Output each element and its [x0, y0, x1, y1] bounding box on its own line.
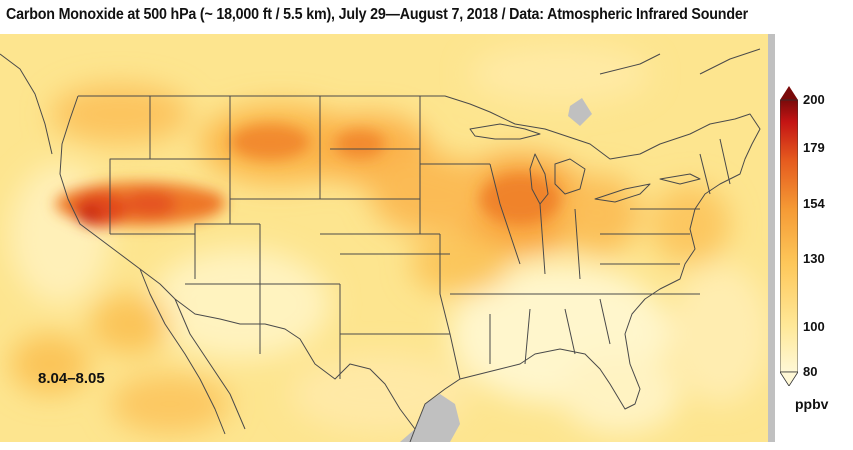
colorbar-max-triangle: [780, 86, 798, 100]
colorbar: [780, 86, 798, 386]
colorbar-unit-label: ppbv: [795, 396, 829, 412]
map-borders: [0, 48, 761, 442]
colorbar-tick-label: 100: [803, 318, 825, 334]
missing-data-patch: [568, 98, 592, 126]
colorbar-gradient: [780, 99, 798, 373]
colorbar-tick-label: 154: [803, 196, 825, 212]
missing-data-strip: [768, 34, 775, 442]
colorbar-tick-label: 80: [803, 364, 818, 379]
colorbar-min-triangle: [780, 371, 798, 386]
colorbar-tick-label: 130: [803, 250, 825, 266]
co-hotspots: [55, 124, 560, 227]
colorbar-tick-label: 200: [803, 92, 825, 107]
co-concentration-map: [0, 34, 775, 442]
date-range-label: 8.04–8.05: [38, 370, 105, 387]
map-title: Carbon Monoxide at 500 hPa (~ 18,000 ft …: [6, 6, 748, 23]
colorbar-tick-label: 179: [803, 139, 825, 155]
